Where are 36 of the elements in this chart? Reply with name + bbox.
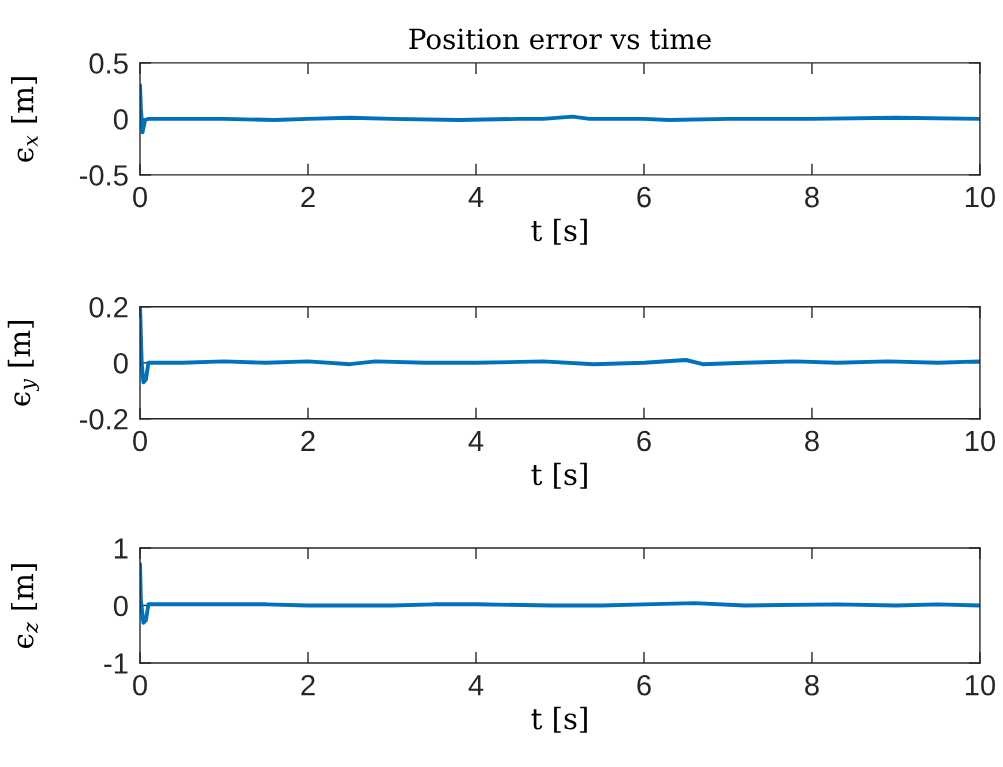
x-axis-title: t [s] [531,706,587,733]
y-tick-label: 1 [114,538,128,559]
line-series [140,562,980,625]
x-tick-label: 10 [965,186,996,208]
x-tick-label: 6 [637,430,651,452]
x-tick-label: 4 [468,430,484,452]
x-tick-label: 8 [805,674,819,696]
y-tick-label: -0.2 [79,408,128,430]
x-tick-label: 4 [468,187,484,208]
x-tick-label: 6 [637,674,651,696]
y-tick-label: 0.5 [89,53,128,74]
x-tick-label: 10 [965,430,996,452]
y-tick-label: 0 [113,595,128,617]
chart-title: Position error vs time [409,28,711,50]
x-tick-label: 8 [805,186,819,208]
y-tick-label: 0.2 [89,297,128,318]
x-tick-label: 2 [301,674,315,696]
x-tick-label: 8 [805,430,819,452]
line-series [140,83,980,135]
x-axis-title: t [s] [531,218,587,245]
x-axis-title: t [s] [531,462,587,489]
y-axis-title: ϵ$_{z}$ [m] [11,564,39,649]
x-tick-label: 10 [965,674,996,696]
y-tick-label: 0 [113,109,128,130]
x-tick-label: 6 [637,186,651,208]
x-tick-label: 0 [133,674,147,696]
y-axis-title: ϵ$_{y}$ [m] [7,321,39,406]
y-axis-title: ϵ$_{x}$ [m] [11,77,38,162]
x-tick-label: 2 [301,430,315,452]
x-tick-label: 2 [301,186,315,208]
x-tick-label: 0 [133,186,147,208]
x-tick-label: 0 [133,430,147,452]
y-tick-label: -0.5 [79,165,128,186]
x-tick-label: 4 [468,675,484,696]
y-tick-label: -1 [104,653,128,674]
y-tick-label: 0 [113,352,128,374]
